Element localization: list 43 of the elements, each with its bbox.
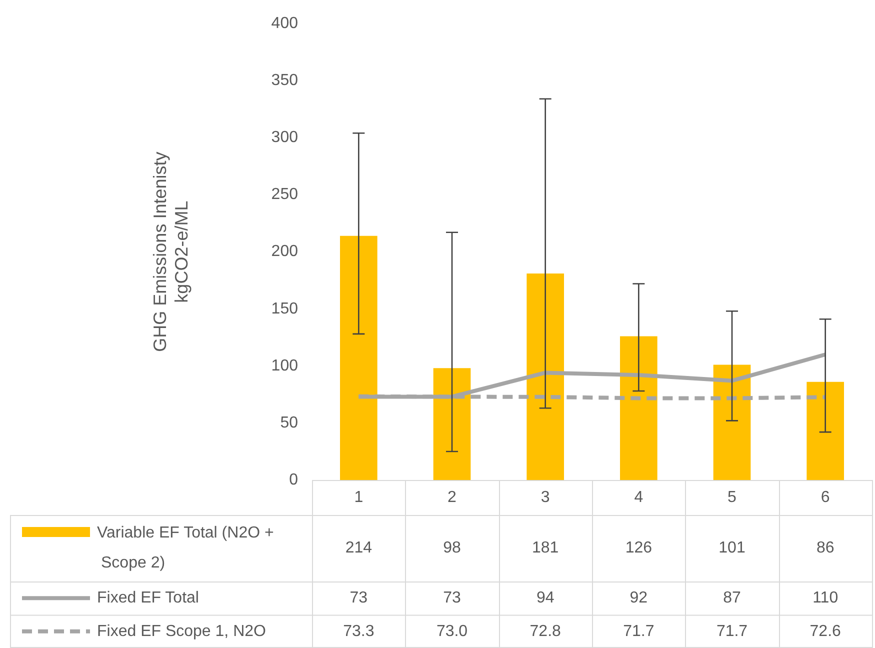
data-label: 86 bbox=[816, 540, 834, 557]
data-label: 110 bbox=[812, 590, 838, 607]
data-label: 214 bbox=[345, 540, 372, 557]
data-label: 72.6 bbox=[810, 622, 842, 640]
data-label: 73 bbox=[443, 590, 461, 607]
data-label: 73 bbox=[350, 590, 368, 607]
bar bbox=[526, 273, 564, 480]
y-tick-label: 150 bbox=[271, 300, 298, 318]
data-label: 101 bbox=[718, 540, 746, 557]
bar bbox=[806, 382, 844, 480]
data-label: 181 bbox=[532, 540, 559, 557]
x-tick-label: 2 bbox=[448, 488, 457, 506]
data-label: 92 bbox=[630, 590, 648, 607]
legend-label: Variable EF Total (N2O + Scope 2) bbox=[97, 524, 274, 572]
y-tick-label: 250 bbox=[271, 186, 298, 204]
x-tick-label: 1 bbox=[354, 488, 364, 506]
legend-label: Fixed EF Total bbox=[97, 590, 199, 607]
x-tick-label: 6 bbox=[820, 488, 830, 506]
data-label: 72.8 bbox=[530, 622, 562, 640]
data-label: 94 bbox=[536, 590, 554, 607]
y-tick-label: 50 bbox=[280, 414, 298, 432]
y-tick-label: 400 bbox=[271, 15, 298, 32]
y-tick-label: 350 bbox=[271, 72, 298, 90]
y-tick-label: 100 bbox=[271, 357, 298, 374]
data-label: 98 bbox=[443, 540, 461, 557]
x-tick-label: 5 bbox=[728, 488, 737, 506]
data-label: 126 bbox=[625, 540, 652, 557]
data-label: 71.7 bbox=[716, 622, 748, 640]
data-label: 71.7 bbox=[623, 622, 654, 640]
y-tick-label: 0 bbox=[289, 471, 298, 488]
x-tick-label: 3 bbox=[540, 488, 550, 506]
y-axis-title: GHG Emissions Intenisty kgCO2-e/ML bbox=[150, 152, 192, 352]
data-label: 87 bbox=[723, 590, 741, 607]
legend-label: Fixed EF Scope 1, N2O bbox=[97, 622, 266, 640]
data-label: 73.0 bbox=[436, 622, 468, 640]
bar bbox=[433, 368, 471, 480]
y-tick-label: 200 bbox=[271, 243, 298, 260]
y-tick-label: 300 bbox=[271, 129, 298, 146]
bar bbox=[340, 236, 378, 480]
bar bbox=[713, 364, 751, 480]
bar bbox=[620, 336, 658, 480]
x-tick-label: 4 bbox=[634, 488, 644, 506]
data-label: 73.3 bbox=[343, 622, 374, 640]
